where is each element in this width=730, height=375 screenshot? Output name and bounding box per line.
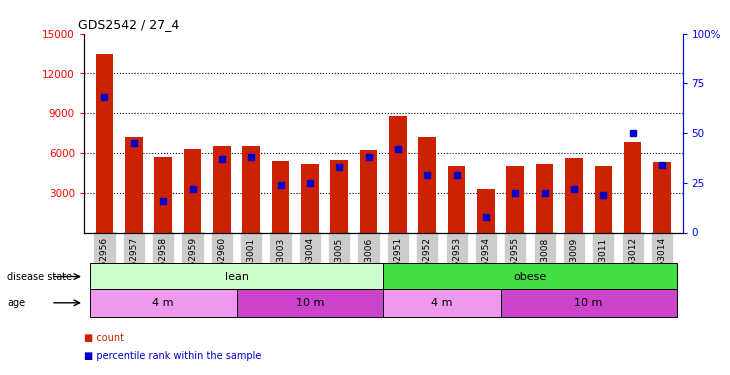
Bar bbox=[301, 164, 319, 232]
Bar bbox=[331, 160, 348, 232]
Bar bbox=[383, 262, 677, 291]
Text: 4 m: 4 m bbox=[153, 298, 174, 308]
Bar bbox=[565, 158, 583, 232]
Bar bbox=[90, 289, 237, 317]
Bar bbox=[360, 150, 377, 232]
Text: 4 m: 4 m bbox=[431, 298, 453, 308]
Bar bbox=[507, 166, 524, 232]
Bar bbox=[272, 161, 289, 232]
Bar bbox=[594, 166, 612, 232]
Bar bbox=[90, 262, 383, 291]
Bar bbox=[624, 142, 642, 232]
Bar bbox=[213, 146, 231, 232]
Bar bbox=[389, 116, 407, 232]
Bar bbox=[184, 149, 201, 232]
Text: disease state: disease state bbox=[7, 272, 72, 282]
Bar bbox=[383, 289, 501, 317]
Bar bbox=[501, 289, 677, 317]
Text: ■ count: ■ count bbox=[84, 333, 124, 342]
Text: obese: obese bbox=[513, 272, 547, 282]
Bar bbox=[653, 162, 671, 232]
Text: GDS2542 / 27_4: GDS2542 / 27_4 bbox=[78, 18, 179, 31]
Text: lean: lean bbox=[225, 272, 248, 282]
Bar bbox=[237, 289, 383, 317]
Bar bbox=[242, 146, 260, 232]
Bar bbox=[477, 189, 495, 232]
Bar bbox=[536, 164, 553, 232]
Text: age: age bbox=[7, 298, 26, 308]
Text: 10 m: 10 m bbox=[296, 298, 324, 308]
Bar bbox=[418, 137, 436, 232]
Text: ■ percentile rank within the sample: ■ percentile rank within the sample bbox=[84, 351, 261, 361]
Bar bbox=[125, 137, 142, 232]
Bar bbox=[447, 166, 466, 232]
Bar bbox=[154, 157, 172, 232]
Bar bbox=[96, 54, 113, 232]
Text: 10 m: 10 m bbox=[575, 298, 603, 308]
